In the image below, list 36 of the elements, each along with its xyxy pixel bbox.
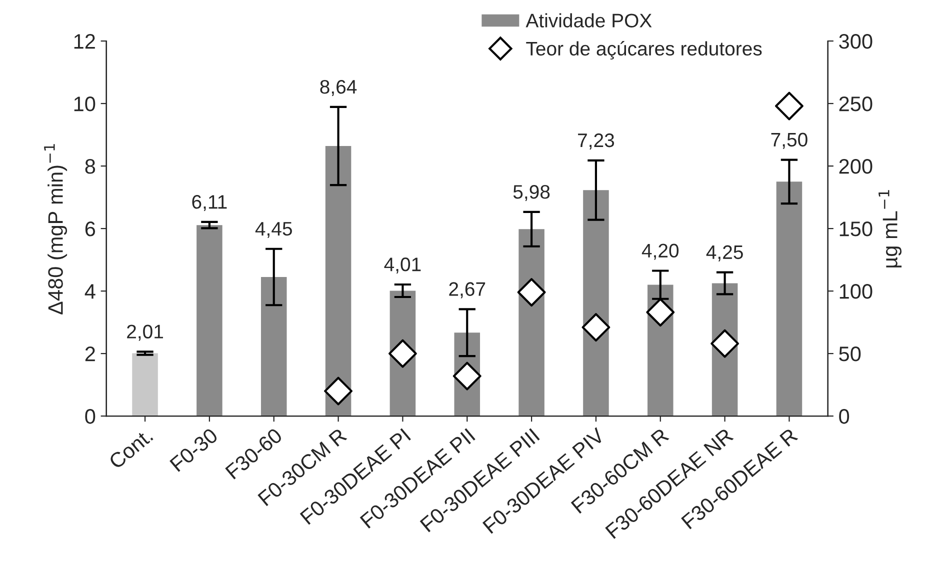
bar <box>260 276 287 416</box>
y2-tick-label: 150 <box>840 222 872 236</box>
data-label: 4,01 <box>384 257 421 274</box>
y-tick-label: 0 <box>85 409 96 424</box>
data-label: 5,98 <box>513 184 550 202</box>
y2-tick-label: 0 <box>839 409 850 424</box>
y2-tick-label: 250 <box>839 96 872 112</box>
data-label: 4,20 <box>642 244 679 260</box>
y2-tick-label: 100 <box>840 284 872 299</box>
y-tick-label: 10 <box>74 96 96 112</box>
data-label: 4,45 <box>255 222 292 238</box>
data-label: 6,11 <box>192 194 227 212</box>
data-label: 7,50 <box>771 132 808 149</box>
y2-tick-label: 200 <box>839 159 872 174</box>
legend-label: Teor de açúcares redutores <box>526 41 762 60</box>
bar <box>132 353 158 416</box>
data-label: 4,25 <box>706 245 743 262</box>
legend-label: Atividade POX <box>526 13 652 28</box>
bar <box>196 225 222 416</box>
x-tick-label: Cont. <box>108 428 154 470</box>
bar <box>325 146 352 416</box>
data-label: 7,23 <box>578 133 614 150</box>
y-tick-label: 2 <box>85 346 95 362</box>
data-label: 8,64 <box>320 80 357 96</box>
data-label: 2,01 <box>127 324 163 341</box>
data-label: 2,67 <box>449 282 486 298</box>
bar <box>583 190 609 416</box>
y-tick-label: 6 <box>85 222 96 236</box>
y-tick-label: 4 <box>84 284 96 299</box>
y-tick-label: 12 <box>74 34 95 49</box>
y2-tick-label: 50 <box>839 346 861 362</box>
y2-tick-label: 300 <box>839 34 872 49</box>
y-axis-title: Δ480 (mgP min)$^{−1}$ <box>44 144 68 314</box>
y-tick-label: 8 <box>85 159 96 174</box>
y2-axis-title: µg mL$^{−1}$ <box>878 190 902 268</box>
bar <box>776 182 802 416</box>
